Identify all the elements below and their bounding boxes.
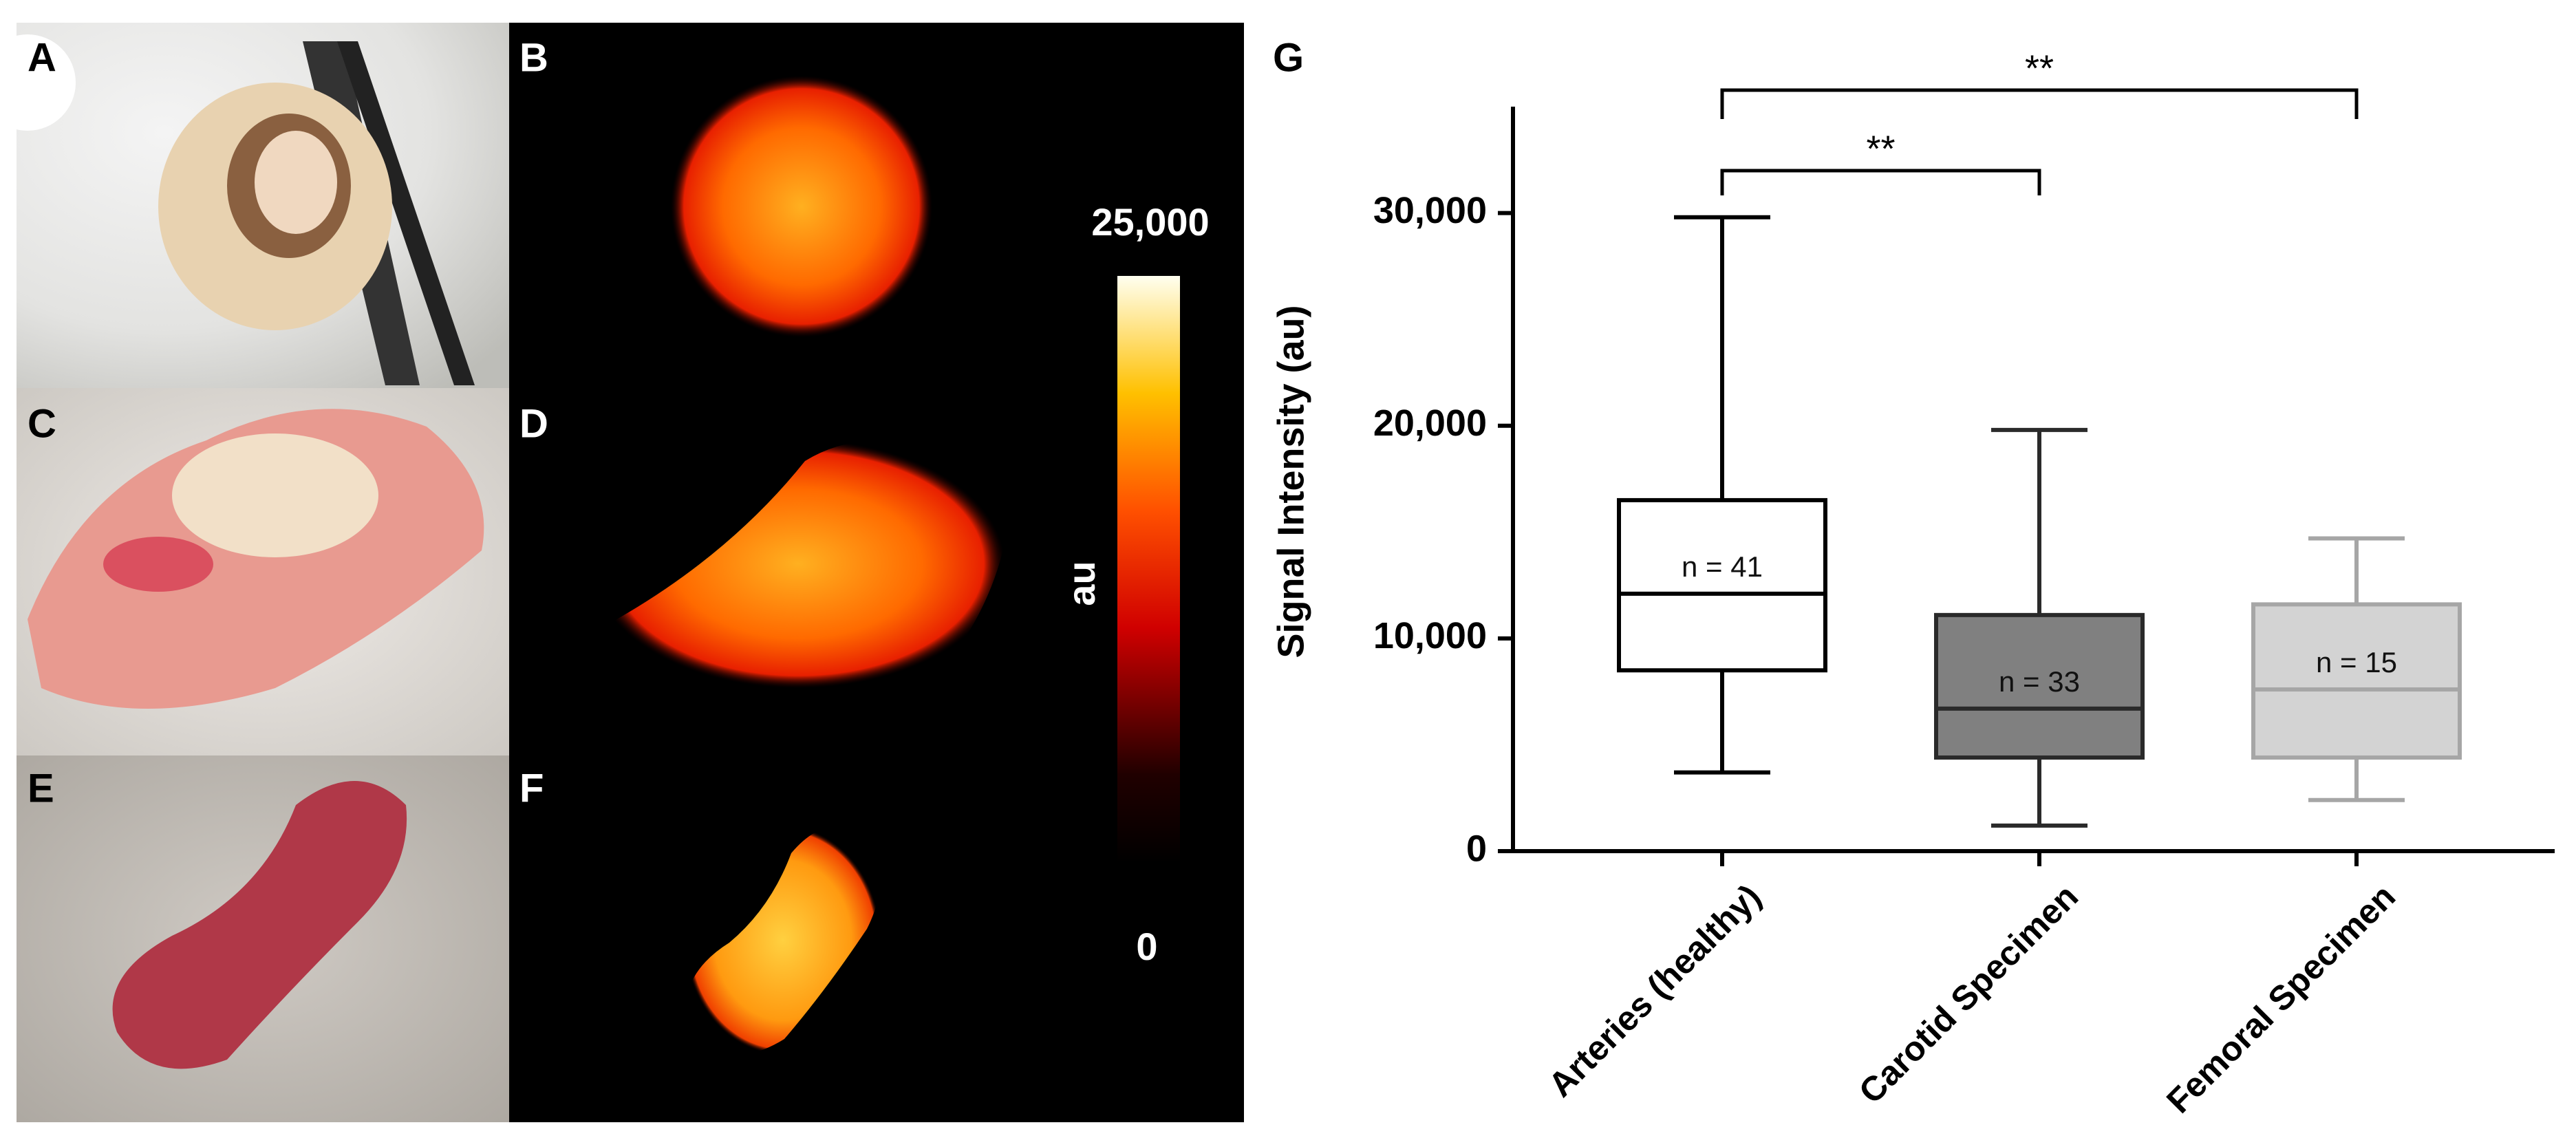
photo-detail bbox=[337, 41, 475, 385]
photo-panels bbox=[0, 23, 509, 1122]
n-label: n = 33 bbox=[1999, 665, 2080, 698]
box bbox=[1617, 497, 1827, 673]
n-label: n = 41 bbox=[1682, 550, 1763, 583]
box bbox=[2251, 602, 2462, 760]
significance-label: ** bbox=[2025, 47, 2054, 89]
y-tick-label: 30,000 bbox=[1373, 190, 1487, 231]
colorbar bbox=[1117, 276, 1180, 863]
y-axis-label: Signal Intensity (au) bbox=[1270, 305, 1311, 658]
colorbar-max-label: 25,000 bbox=[1091, 200, 1209, 244]
significance-bracket bbox=[1720, 169, 2041, 195]
colorbar-min-label: 0 bbox=[1136, 925, 1157, 968]
x-tick-label: Femoral Specimen bbox=[2159, 877, 2403, 1121]
panel-label: E bbox=[28, 766, 54, 811]
colorbar-unit: au bbox=[1060, 561, 1103, 605]
fluorescence-d bbox=[592, 439, 1005, 688]
x-tick-label: Carotid Specimen bbox=[1852, 877, 2085, 1111]
panel-label: D bbox=[519, 401, 548, 446]
panel-label: B bbox=[519, 35, 548, 80]
photo-detail bbox=[172, 433, 378, 557]
fluorescence-b bbox=[671, 76, 932, 337]
y-tick-label: 0 bbox=[1466, 828, 1487, 869]
photo-detail bbox=[112, 781, 407, 1069]
panel-label: F bbox=[519, 766, 544, 811]
fluorescence-panels: 25,000 0 au bbox=[509, 23, 1244, 1122]
panel-label: A bbox=[28, 35, 56, 80]
fluorescence-f bbox=[685, 826, 881, 1055]
x-tick-label: Arteries (healthy) bbox=[1541, 877, 1768, 1104]
box bbox=[1934, 612, 2145, 760]
n-label: n = 15 bbox=[2316, 646, 2397, 678]
significance-bracket bbox=[1720, 88, 2359, 119]
y-tick-label: 20,000 bbox=[1373, 403, 1487, 444]
y-tick-label: 10,000 bbox=[1373, 615, 1487, 656]
photo-detail bbox=[255, 131, 337, 234]
photo-detail bbox=[103, 537, 213, 592]
panel-label: G bbox=[1273, 35, 1304, 80]
photo-detail bbox=[0, 34, 76, 131]
significance-label: ** bbox=[1866, 128, 1895, 169]
panel-label: C bbox=[28, 401, 56, 446]
